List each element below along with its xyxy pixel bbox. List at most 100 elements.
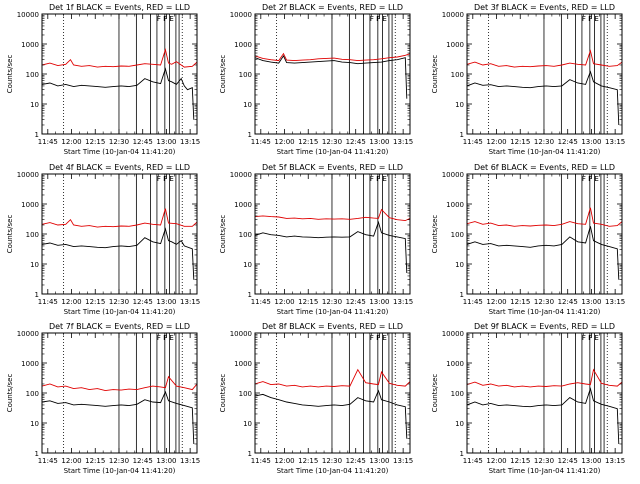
y-tick-label: 10000	[17, 11, 39, 19]
y-tick-label: 100	[451, 71, 464, 79]
y-tick-label: 10	[243, 101, 252, 109]
y-tick-label: 1000	[21, 41, 39, 49]
plot-frame	[254, 13, 411, 135]
y-tick-label: 1000	[234, 201, 252, 209]
x-tick-label: 13:15	[393, 138, 413, 146]
y-tick-label: 1	[248, 450, 252, 458]
x-tick-label: 12:00	[486, 457, 506, 465]
x-axis-label: Start Time (10-Jan-04 11:41:20)	[64, 467, 176, 475]
x-tick-label: 12:45	[133, 138, 153, 146]
x-tick-label: 12:00	[61, 457, 81, 465]
x-tick-label: 13:00	[581, 457, 601, 465]
x-tick-label: 11:45	[463, 298, 483, 306]
series-line-lld	[42, 47, 197, 68]
flags-label: F F E	[582, 175, 599, 183]
y-tick-label: 10	[455, 420, 464, 428]
plot-frame	[41, 332, 198, 454]
x-tick-label: 11:45	[251, 298, 271, 306]
panel-det-5: Det 5f BLACK = Events, RED = LLD Counts/s…	[219, 163, 413, 316]
y-tick-label: 1000	[446, 360, 464, 368]
series-line-events	[255, 220, 408, 274]
y-tick-label: 100	[239, 390, 252, 398]
x-tick-label: 12:30	[322, 298, 342, 306]
y-tick-label: 1	[35, 450, 39, 458]
y-tick-label: 1000	[234, 41, 252, 49]
x-tick-label: 12:00	[274, 298, 294, 306]
panel-title: Det 9f BLACK = Events, RED = LLD	[474, 322, 615, 331]
y-tick-label: 10000	[17, 171, 39, 179]
x-tick-label: 12:15	[510, 457, 530, 465]
x-tick-label: 12:45	[133, 457, 153, 465]
x-tick-label: 11:45	[38, 298, 58, 306]
x-axis-label: Start Time (10-Jan-04 11:41:20)	[489, 148, 601, 156]
panel-det-6: Det 6f BLACK = Events, RED = LLD Counts/s…	[431, 163, 625, 316]
flags-label: F F E	[157, 15, 174, 23]
y-tick-label: 100	[26, 231, 39, 239]
y-tick-label: 1000	[21, 201, 39, 209]
panel-det-7: Det 7f BLACK = Events, RED = LLD Counts/s…	[6, 322, 200, 475]
y-tick-label: 10000	[442, 171, 464, 179]
panel-det-2: Det 2f BLACK = Events, RED = LLD Counts/s…	[219, 3, 413, 156]
x-tick-label: 13:15	[605, 138, 625, 146]
y-tick-label: 1	[460, 131, 464, 139]
y-tick-label: 1	[35, 131, 39, 139]
x-tick-label: 13:15	[393, 298, 413, 306]
x-tick-label: 11:45	[38, 138, 58, 146]
flags-label: F F E	[582, 15, 599, 23]
x-tick-label: 12:00	[486, 138, 506, 146]
x-tick-label: 13:00	[369, 457, 389, 465]
y-axis-label: Counts/sec	[431, 215, 439, 254]
flags-label: F F E	[370, 334, 387, 342]
y-tick-label: 1000	[446, 41, 464, 49]
series-line-events	[42, 390, 195, 445]
x-tick-label: 12:15	[85, 138, 105, 146]
series-line-lld	[42, 208, 197, 228]
plot-frame	[254, 332, 411, 454]
y-axis-label: Counts/sec	[6, 374, 14, 413]
y-tick-label: 1	[35, 291, 39, 299]
flags-label: F F E	[582, 334, 599, 342]
y-tick-label: 100	[451, 231, 464, 239]
series-line-events	[467, 70, 620, 126]
x-tick-label: 12:30	[322, 457, 342, 465]
plot-frame	[41, 13, 198, 135]
x-tick-label: 12:45	[346, 298, 366, 306]
panel-title: Det 2f BLACK = Events, RED = LLD	[262, 3, 403, 12]
y-tick-label: 10	[455, 261, 464, 269]
series-line-lld	[255, 52, 410, 62]
flags-label: F F E	[370, 175, 387, 183]
series-line-events	[42, 67, 195, 120]
x-tick-label: 13:00	[156, 138, 176, 146]
series-line-lld	[467, 49, 622, 68]
x-tick-label: 12:15	[85, 457, 105, 465]
panel-det-1: Det 1f BLACK = Events, RED = LLD Counts/s…	[6, 3, 200, 156]
x-tick-label: 12:15	[85, 298, 105, 306]
series-line-events	[467, 386, 620, 445]
x-tick-label: 12:30	[322, 138, 342, 146]
y-tick-label: 100	[239, 231, 252, 239]
x-tick-label: 12:15	[298, 138, 318, 146]
y-tick-label: 10	[243, 261, 252, 269]
x-tick-label: 11:45	[251, 138, 271, 146]
x-tick-label: 13:00	[369, 138, 389, 146]
y-axis-label: Counts/sec	[6, 215, 14, 254]
x-tick-label: 12:15	[298, 298, 318, 306]
x-tick-label: 13:00	[156, 298, 176, 306]
x-tick-label: 13:15	[180, 138, 200, 146]
series-line-events	[255, 54, 408, 99]
x-axis-label: Start Time (10-Jan-04 11:41:20)	[277, 467, 389, 475]
y-tick-label: 100	[451, 390, 464, 398]
x-tick-label: 11:45	[38, 457, 58, 465]
x-tick-label: 12:00	[486, 298, 506, 306]
x-tick-label: 12:45	[558, 457, 578, 465]
x-axis-label: Start Time (10-Jan-04 11:41:20)	[64, 308, 176, 316]
panel-title: Det 3f BLACK = Events, RED = LLD	[474, 3, 615, 12]
x-tick-label: 11:45	[463, 457, 483, 465]
panel-title: Det 6f BLACK = Events, RED = LLD	[474, 163, 615, 172]
x-tick-label: 12:30	[534, 298, 554, 306]
x-tick-label: 13:00	[369, 298, 389, 306]
y-axis-label: Counts/sec	[431, 55, 439, 94]
panel-det-9: Det 9f BLACK = Events, RED = LLD Counts/s…	[431, 322, 625, 475]
x-tick-label: 12:30	[534, 457, 554, 465]
